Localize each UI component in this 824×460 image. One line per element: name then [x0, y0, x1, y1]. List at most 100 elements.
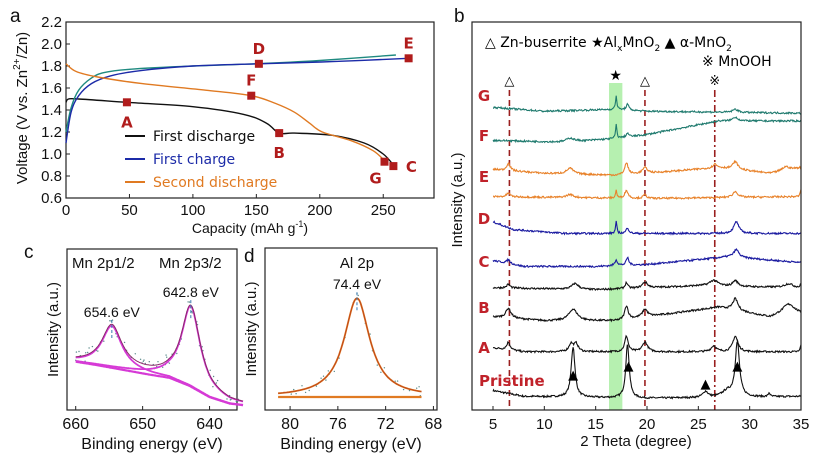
data-point [226, 398, 227, 399]
data-point [78, 351, 79, 352]
data-point [384, 367, 385, 368]
trace-label-e: E [479, 168, 489, 186]
data-point [320, 378, 321, 379]
data-point [236, 401, 237, 402]
data-point [135, 353, 136, 354]
x-tick-label: 80 [281, 416, 299, 433]
legend-mnooh-icon: ※ [702, 54, 718, 70]
y-tick-label: 2.0 [41, 36, 62, 53]
state-label-A: A [121, 113, 133, 131]
data-point [143, 359, 144, 360]
data-point [418, 386, 419, 387]
state-marker-A [123, 98, 131, 106]
data-point [166, 357, 167, 358]
x-tick-label: 76 [329, 416, 347, 433]
x-tick-label: 20 [639, 416, 656, 433]
state-marker-C [389, 162, 397, 170]
peak-energy-label: 654.6 eV [84, 304, 141, 320]
data-point [301, 385, 302, 386]
data-point [124, 342, 125, 343]
trace-label-a: A [478, 339, 490, 357]
trace-label-f: F [479, 127, 489, 145]
peak-energy-label: 642.8 eV [163, 284, 220, 300]
legend-alpha-mno2-sub: 2 [726, 44, 732, 54]
x-tick-label: 25 [690, 416, 707, 433]
x-tick-label: 650 [129, 416, 156, 433]
y-tick-label: 2.2 [41, 14, 62, 31]
y-axis-title-sup: 2+ [12, 58, 23, 70]
state-label-F: F [246, 72, 256, 90]
y-axis-title: Intensity (a.u.) [449, 152, 466, 247]
xrd-trace-e-2 [493, 189, 801, 199]
data-point [97, 350, 98, 351]
x-axis-title-end: ) [303, 220, 308, 236]
data-point [325, 379, 326, 380]
data-point [76, 351, 77, 352]
data-point [377, 364, 378, 365]
state-marker-F [247, 92, 255, 100]
legend-zn-buserrite-label: Zn-buserrite [500, 35, 591, 51]
data-point [397, 380, 398, 381]
panel-label-d: d [244, 246, 255, 267]
xrd-trace-g [493, 96, 801, 114]
data-point [176, 353, 177, 354]
peak-name-label: Mn 2p1/2 [72, 255, 135, 272]
panel-label-a: a [10, 6, 21, 27]
y-tick-label: 1.2 [41, 124, 62, 141]
y-tick-label: 1.0 [41, 146, 62, 163]
x-tick-label: 72 [377, 416, 395, 433]
x-tick-label: 660 [62, 416, 89, 433]
data-point [305, 392, 306, 393]
legend-label: Second discharge [153, 175, 277, 191]
y-tick-label: 0.6 [41, 190, 62, 207]
peak-energy-label: 74.4 eV [333, 276, 382, 292]
y-tick-label: 1.8 [41, 58, 62, 75]
alpha-mno2-marker-icon: ▲ [732, 359, 742, 374]
x-tick-label: 250 [371, 202, 396, 219]
legend-mnooh-label: MnOOH [718, 54, 772, 70]
data-point [187, 301, 188, 302]
data-point [189, 301, 190, 302]
data-point [293, 389, 294, 390]
data-point [334, 371, 335, 372]
alpha-mno2-marker-icon: ▲ [568, 368, 578, 383]
x-axis-title: Binding energy (eV) [280, 436, 421, 453]
trace-label-b: B [478, 299, 489, 317]
x-tick-label: 30 [741, 416, 758, 433]
data-point [380, 372, 381, 373]
xrd-trace-e [493, 161, 801, 176]
zn-buserrite-marker-icon: △ [640, 74, 650, 89]
data-point [109, 320, 110, 321]
x-tick-label: 200 [307, 202, 332, 219]
data-point [295, 393, 296, 394]
chart-c-mn2p-xps: 654.6 eV642.8 eV660 650 640Binding energy … [45, 249, 243, 453]
data-point [103, 341, 104, 342]
data-point [88, 347, 89, 348]
x-axis-title-text: Capacity (mAh g [192, 220, 295, 236]
state-label-D: D [253, 40, 265, 58]
data-point [140, 359, 141, 360]
data-point [358, 295, 359, 296]
fit-peak-line [278, 298, 421, 393]
star-marker-icon: ★ [609, 68, 622, 84]
trace-label-c: C [478, 253, 489, 271]
legend-zn-buserrite-icon: △ [485, 35, 500, 51]
data-point [403, 389, 404, 390]
legend-label: First discharge [153, 129, 255, 145]
x-tick-label: 10 [536, 416, 553, 433]
chart-c-frame [67, 249, 237, 410]
y-axis-title-text: Voltage (V vs. Zn [14, 70, 31, 184]
peak-name-label: Mn 2p3/2 [159, 255, 222, 272]
xrd-trace-d [493, 221, 801, 234]
x-axis-title-sup: -1 [295, 219, 303, 229]
chart-d-frame [265, 248, 437, 410]
data-point [87, 352, 88, 353]
data-point [291, 393, 292, 394]
xrd-trace-f [493, 117, 801, 142]
legend-alxmno2-label: Al [604, 35, 617, 51]
x-tick-label: 15 [587, 416, 604, 433]
x-tick-label: 35 [793, 416, 810, 433]
data-point [210, 370, 211, 371]
data-point [169, 363, 170, 364]
state-label-C: C [406, 158, 417, 176]
